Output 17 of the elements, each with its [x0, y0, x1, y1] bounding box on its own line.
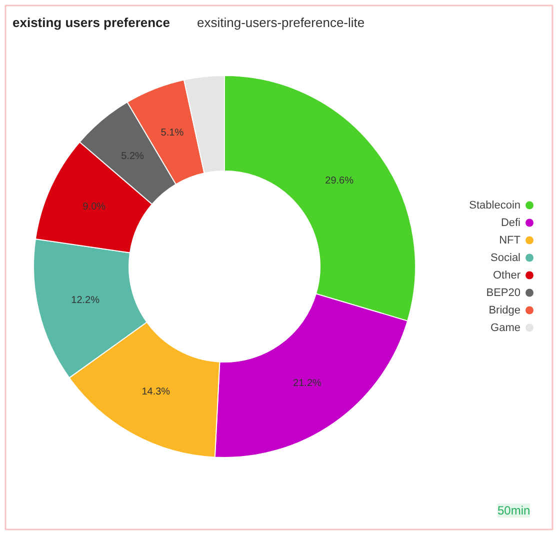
data-label: 5.1% — [160, 128, 184, 139]
legend-label: Social — [490, 252, 521, 264]
legend-label: Game — [490, 322, 521, 334]
text: 50min — [498, 504, 530, 518]
data-label: 21.2% — [293, 378, 322, 389]
legend-label: BEP20 — [486, 286, 521, 299]
data-label: 14.3% — [142, 386, 170, 398]
data-label: 29.6% — [325, 175, 354, 186]
legend-label: Defi — [500, 216, 520, 229]
chart-subtitle: exsiting-users-preference-lite — [197, 15, 365, 30]
legend-label: Stablecoin — [469, 199, 521, 212]
legend-label: Bridge — [488, 304, 520, 316]
legend-label: Other — [492, 269, 521, 282]
legend-label: NFT — [499, 234, 521, 246]
data-label: 9.0% — [82, 202, 106, 213]
data-label: 12.2% — [71, 294, 100, 306]
chart-title: existing users preference — [12, 15, 170, 30]
